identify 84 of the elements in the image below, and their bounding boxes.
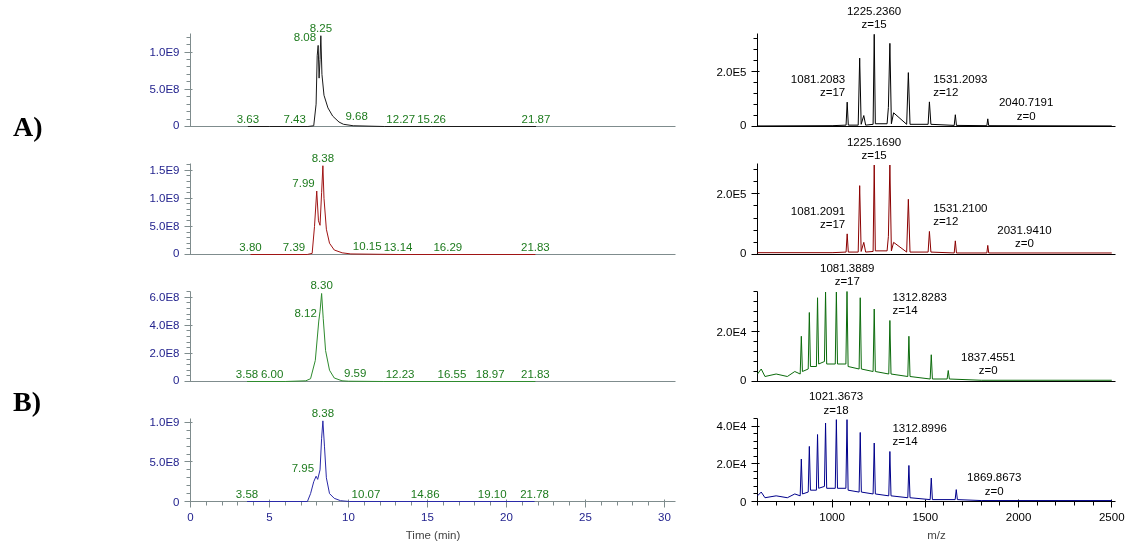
x-tick-label: 20 [500, 510, 513, 523]
annotation: 1225.1690 z=15 [846, 135, 902, 162]
annotation: 18.97 [475, 367, 505, 380]
y-tick-label: 0 [740, 246, 747, 259]
x-tick-label: 2000 [1005, 510, 1032, 523]
y-tick-label: 2.0E5 [716, 187, 747, 200]
annotation: 2031.9410 z=0 [997, 223, 1052, 249]
annotation: 1225.2360 z=15 [846, 5, 902, 31]
y-tick-label: 6.0E8 [149, 291, 180, 304]
annotation: 16.55 [437, 367, 467, 380]
annotation: 1081.2083 z=17 [790, 72, 846, 99]
y-tick-label: 1.0E9 [149, 192, 180, 205]
annotation: 12.23 [385, 367, 415, 380]
x-tick-label: 5 [266, 510, 273, 523]
x-tick-label: 0 [187, 510, 194, 523]
y-tick-label: 0 [173, 118, 180, 131]
annotation: 2040.7191 z=0 [998, 96, 1054, 122]
annotation: 21.87 [521, 112, 551, 125]
annotation: 8.08 [293, 31, 317, 44]
annotation: 14.86 [410, 487, 440, 500]
annotation: 7.95 [291, 462, 315, 475]
annotation: 1531.2093 z=12 [933, 72, 988, 98]
annotation: 10.07 [351, 487, 381, 500]
annotation: 1837.4551 z=0 [961, 351, 1016, 377]
y-tick-label: 5.0E8 [149, 220, 180, 233]
annotation: 3.58 [235, 487, 259, 500]
annotation: 8.30 [310, 279, 333, 292]
annotation: 8.25 [309, 21, 333, 34]
annotation: 21.83 [520, 240, 550, 253]
annotation: 19.10 [477, 487, 507, 500]
x-tick-label: 30 [658, 510, 671, 523]
annotation: 8.12 [294, 307, 317, 320]
y-tick-label: 2.0E8 [149, 347, 180, 360]
annotation: 3.58 [235, 367, 259, 380]
annotation: 8.38 [311, 406, 335, 419]
x-tick-label: 15 [421, 510, 434, 523]
annotation: 1081.3889 z=17 [820, 262, 875, 288]
annotation: 7.99 [292, 177, 315, 190]
x-tick-label: 25 [579, 510, 592, 523]
text: A) [13, 110, 43, 144]
y-tick-label: 0 [740, 373, 747, 386]
annotation: 15.26 [417, 112, 446, 125]
x-axis-title: Time (min) [405, 528, 461, 541]
y-tick-label: 5.0E8 [149, 455, 180, 468]
y-tick-label: 4.0E4 [716, 420, 748, 433]
y-tick-label: 0 [740, 495, 747, 508]
text: B) [13, 385, 41, 419]
annotation: 3.63 [236, 112, 260, 125]
y-tick-label: 0 [173, 495, 180, 508]
y-tick-label: 5.0E8 [149, 83, 180, 96]
annotation: 1869.8673 z=0 [967, 471, 1022, 497]
annotation: 13.14 [383, 240, 414, 253]
y-tick-label: 1.0E9 [149, 416, 180, 429]
x-tick-label: 1000 [819, 510, 845, 523]
y-tick-label: 1.0E9 [149, 46, 180, 59]
annotation: 1081.2091 z=17 [790, 204, 846, 230]
annotation: 7.43 [283, 112, 306, 125]
annotation: 10.15 [352, 239, 382, 252]
y-tick-label: 2.0E4 [716, 457, 748, 470]
x-tick-label: 2500 [1098, 510, 1125, 523]
annotation: 12.27 [386, 112, 416, 125]
annotation: 9.68 [345, 110, 368, 123]
annotation: 1531.2100 z=12 [933, 202, 988, 228]
y-tick-label: 2.0E4 [716, 325, 748, 338]
annotation: 21.83 [520, 367, 550, 380]
annotation: 1021.3673 z=18 [808, 390, 864, 416]
annotation: 1312.8283 z=14 [892, 291, 947, 317]
x-axis-title: m/z [927, 528, 947, 541]
y-tick-label: 1.5E9 [149, 164, 180, 177]
annotation: 21.78 [520, 487, 549, 500]
annotation: 1312.8996 z=14 [892, 422, 947, 448]
y-tick-label: 4.0E8 [149, 319, 180, 332]
y-tick-label: 2.0E5 [716, 65, 747, 78]
y-tick-label: 0 [173, 373, 180, 386]
annotation: 16.29 [433, 240, 463, 253]
y-tick-label: 0 [173, 246, 180, 259]
x-tick-label: 1500 [912, 510, 939, 523]
y-tick-label: 0 [740, 118, 747, 131]
annotation: 6.00 [260, 367, 284, 380]
annotation: 3.80 [239, 240, 262, 253]
x-tick-label: 10 [342, 510, 355, 523]
annotation: 9.59 [344, 366, 367, 379]
annotation: 7.39 [282, 240, 306, 253]
annotation: 8.38 [311, 151, 335, 164]
